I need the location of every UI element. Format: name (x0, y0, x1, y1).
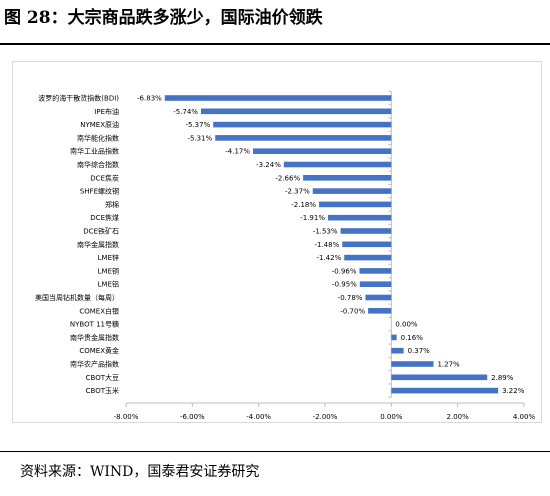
data-label: -5.74% (173, 108, 198, 116)
bar (368, 308, 392, 314)
x-tick-label: -2.00% (313, 413, 338, 421)
data-label: -1.53% (313, 228, 338, 236)
title-rule (0, 43, 550, 45)
category-label: NYBOT 11号糖 (70, 320, 119, 329)
category-label: DCE焦炭 (90, 173, 119, 182)
bar (200, 108, 392, 115)
category-label: 南华工业品指数 (70, 147, 119, 156)
bar (319, 201, 392, 208)
data-label: -3.24% (256, 161, 281, 169)
category-label: 美国当周钻机数量（每周） (35, 293, 119, 302)
chart-panel: -8.00% -6.00% -4.00% -2.00% 0.00% 2.00% 4.00% 波… (12, 61, 542, 423)
x-tick-label: 4.00% (513, 413, 536, 421)
data-label: -0.70% (340, 307, 365, 315)
x-tick-label: -6.00% (180, 413, 205, 421)
data-label: 0.00% (395, 321, 418, 329)
data-label: -0.78% (338, 294, 363, 302)
data-label: -1.48% (314, 241, 339, 249)
category-label: DCE铁矿石 (83, 227, 119, 236)
data-label: -4.17% (225, 148, 250, 156)
data-label: -1.91% (300, 214, 325, 222)
data-label: 3.22% (502, 387, 525, 395)
bar (359, 268, 392, 274)
bar (342, 241, 392, 248)
x-tick-label: -8.00% (114, 413, 139, 421)
source-rule (0, 451, 550, 452)
data-label: -5.37% (185, 121, 210, 129)
category-label: COMEX白银 (79, 306, 119, 315)
x-tick-label: -4.00% (246, 413, 271, 421)
data-label: -2.66% (275, 174, 300, 182)
category-label: LME铝 (98, 280, 119, 289)
bar (327, 214, 392, 221)
category-label: LME锌 (98, 253, 119, 262)
category-label: 南华金属指数 (77, 240, 119, 249)
data-label: -1.42% (316, 254, 341, 262)
category-label: 南华综合指数 (77, 160, 119, 169)
category-label: 波罗的海干散货指数(BDI) (38, 94, 119, 103)
bar-chart: -8.00% -6.00% -4.00% -2.00% 0.00% 2.00% 4.00% 波… (35, 90, 536, 421)
bar (391, 374, 488, 381)
bar (213, 121, 392, 128)
category-label: SHFE螺纹钢 (80, 187, 119, 196)
bar (391, 361, 434, 367)
data-label: -0.95% (332, 281, 357, 289)
category-label: LME铜 (98, 266, 119, 275)
data-label: 0.37% (408, 347, 431, 355)
data-label: -5.31% (187, 134, 212, 142)
data-label: -2.37% (285, 188, 310, 196)
category-label: 南华贵金属指数 (70, 333, 119, 342)
data-label: -2.18% (291, 201, 316, 209)
category-label: NYMEX原油 (80, 120, 119, 129)
data-label: -0.96% (332, 267, 357, 275)
bar (391, 334, 397, 341)
category-label: CBOT玉米 (86, 386, 119, 395)
category-label: IPE布油 (94, 107, 119, 116)
source-note: 资料来源：WIND，国泰君安证券研究 (20, 464, 260, 480)
category-label: 南华能化指数 (77, 133, 119, 142)
bar (344, 254, 392, 261)
bar (215, 135, 392, 141)
bar (340, 228, 392, 234)
category-label: 南华农产品指数 (70, 360, 119, 369)
bar (312, 188, 392, 194)
data-label: 1.27% (437, 361, 460, 369)
category-label: 郑棉 (105, 200, 119, 209)
x-tick-label: 2.00% (447, 413, 470, 421)
bar (391, 387, 499, 394)
bar (391, 347, 404, 354)
bar (283, 161, 392, 168)
bar (359, 281, 392, 287)
data-label: -6.83% (137, 95, 162, 103)
category-label: DCE焦煤 (90, 213, 119, 222)
bar (365, 294, 392, 301)
bar (303, 175, 392, 181)
figure-title: 图 28：大宗商品跌多涨少，国际油价领跌 (4, 8, 323, 28)
data-label: 2.89% (491, 374, 514, 382)
data-label: 0.16% (401, 334, 424, 342)
bar (164, 95, 392, 101)
bar (253, 148, 392, 154)
category-label: CBOT大豆 (86, 373, 119, 382)
category-label: COMEX黄金 (79, 346, 119, 355)
x-tick-label: 0.00% (380, 413, 403, 421)
